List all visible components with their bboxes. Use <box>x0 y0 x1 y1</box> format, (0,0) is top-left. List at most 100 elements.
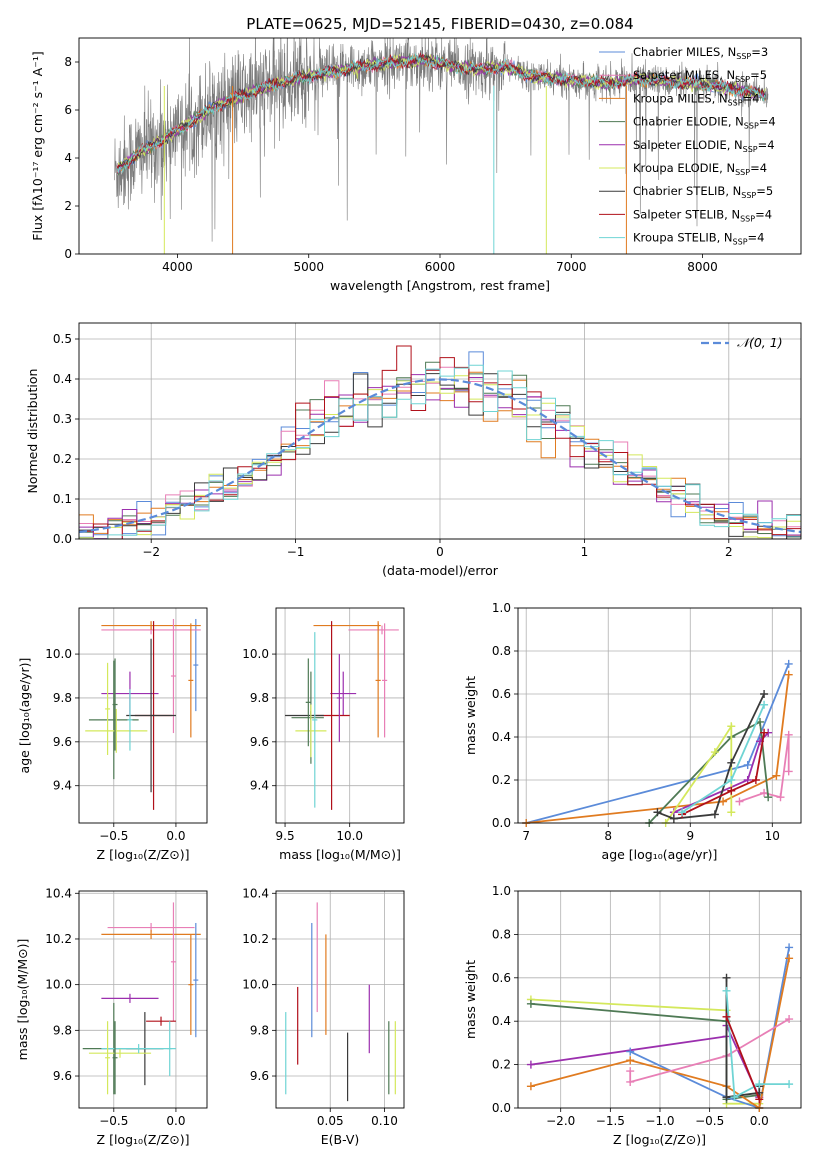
legend-tail: =3 <box>751 45 768 59</box>
weight-marker <box>784 670 793 679</box>
weight-marker <box>719 797 728 806</box>
weight-marker <box>760 690 769 698</box>
normal-curve <box>79 378 801 534</box>
weight-marker <box>776 793 785 802</box>
weight-line <box>725 1016 761 1100</box>
y-tick-label: 10.0 <box>45 978 72 992</box>
x-tick-label: 0.0 <box>166 1114 185 1128</box>
y-tick-label: 0.0 <box>53 532 72 546</box>
axes-frame <box>517 607 802 824</box>
weight-marker <box>727 808 736 817</box>
y-tick-label: 10.2 <box>45 932 72 946</box>
histogram-kroupa-elodie <box>79 375 801 539</box>
x-axis-label: Z [log₁₀(Z/Z⊙)] <box>613 1132 706 1147</box>
errorbar-point <box>170 618 176 734</box>
errorbar-point <box>127 689 133 751</box>
y-tick-label: 9.8 <box>250 1023 269 1037</box>
errorbar-point <box>88 1048 152 1058</box>
weight-marker <box>772 771 781 780</box>
spectrum-lines <box>114 38 769 254</box>
axes-frame <box>78 322 802 540</box>
axes-frame <box>275 607 405 824</box>
weight-marker <box>784 767 793 776</box>
y-axis-label: age [log₁₀(age/yr)] <box>17 658 32 774</box>
x-tick-label: −2.0 <box>546 1114 575 1128</box>
x-tick-label: 0.0 <box>750 1114 769 1128</box>
y-tick-label: 0.4 <box>53 372 72 386</box>
residuals-panel: −2 −1 0 1 2 0.0 0.1 0.2 0.3 0.4 0.5 𝒩(0, 1) (data-mo… <box>25 322 802 578</box>
legend-sub: SSP <box>733 238 748 247</box>
legend-text: Kroupa MILES, N <box>633 91 728 105</box>
x-tick-label: 8 <box>604 829 612 843</box>
weight-line <box>530 998 760 1105</box>
errorbar-point <box>313 621 381 630</box>
spectrum-panel: 4000 5000 6000 7000 8000 0 2 4 6 8 Chabrier MILES,… <box>30 15 802 293</box>
histograms <box>79 345 801 539</box>
weight-marker <box>727 758 736 767</box>
x-tick-label: 6000 <box>425 260 456 274</box>
weight-series <box>661 722 736 827</box>
y-tick-label: 8 <box>64 55 72 69</box>
weight-line <box>525 663 790 824</box>
x-axis-label: wavelength [Angstrom, rest frame] <box>330 278 550 293</box>
legend-text: Salpeter STELIB, N <box>633 207 740 221</box>
y-tick-label: 10.4 <box>242 886 269 900</box>
errorbar-point <box>193 618 199 712</box>
legend-tail: =4 <box>750 161 767 175</box>
weight-line <box>664 723 733 824</box>
y-axis-label: mass [log₁₀(M/M⊙)] <box>15 939 30 1061</box>
legend-sub: SSP <box>743 145 758 154</box>
weight-line <box>629 1018 790 1084</box>
x-tick-label: −2 <box>142 545 160 559</box>
y-tick-label: 10.4 <box>45 886 72 900</box>
y-tick-label: 9.6 <box>250 1069 269 1083</box>
axes-frame <box>78 37 802 255</box>
y-tick-label: 10.0 <box>45 647 72 661</box>
x-tick-label: 9.5 <box>276 829 295 843</box>
x-tick-label: 1 <box>581 545 589 559</box>
x-tick-label: −0.5 <box>99 829 128 843</box>
errorbar-point <box>170 902 176 1022</box>
x-tick-label: −1 <box>287 545 305 559</box>
x-tick-label: −1.0 <box>645 1114 674 1128</box>
legend-tail: =5 <box>756 184 773 198</box>
model-spectrum <box>116 53 766 171</box>
y-axis-label: mass weight <box>463 960 478 1039</box>
x-tick-label: 2 <box>725 545 733 559</box>
weight-series <box>645 717 773 827</box>
errorbar-point <box>101 621 201 630</box>
weight-series <box>678 700 769 817</box>
weight-vs-z-panel: −2.0 −1.5 −1.0 −0.5 0.0 0.0 0.2 0.4 0.6 0.8 1.0 Z [… <box>463 884 802 1147</box>
legend-tail: =4 <box>759 115 776 129</box>
weight-marker <box>730 1093 739 1102</box>
errorbar-point <box>105 662 111 755</box>
weight-marker <box>760 788 769 797</box>
weight-series <box>735 730 793 806</box>
weight-marker <box>764 793 773 802</box>
errorbar-point <box>193 922 199 1038</box>
errorbar-point <box>112 658 118 751</box>
weight-marker <box>626 1067 635 1076</box>
legend-text: Salpeter ELODIE, N <box>633 138 743 152</box>
legend-sub: SSP <box>740 214 755 223</box>
x-tick-label: 7 <box>522 829 530 843</box>
model-spectrum <box>116 54 766 174</box>
legend-text: Salpeter MILES, N <box>633 68 735 82</box>
y-tick-label: 1.0 <box>492 884 511 898</box>
weight-marker <box>785 954 794 963</box>
x-tick-label: 8000 <box>687 260 718 274</box>
axes-frame <box>78 607 208 824</box>
legend-text: Chabrier STELIB, N <box>633 184 741 198</box>
errorbar-point <box>101 993 159 1003</box>
x-tick-label: −0.5 <box>99 1114 128 1128</box>
weight-marker <box>785 1080 794 1089</box>
legend-sub: SSP <box>736 52 751 61</box>
weight-line <box>681 732 765 816</box>
x-tick-label: 0.0 <box>166 829 185 843</box>
y-tick-label: 10.0 <box>242 978 269 992</box>
x-tick-label: −0.5 <box>695 1114 724 1128</box>
errorbar-point <box>336 654 342 742</box>
weight-marker <box>526 1060 535 1069</box>
mass-vs-z-panel: −0.5 0.0 9.6 9.8 10.0 10.2 10.4 Z [log₁₀(Z/Z⊙)]… <box>15 886 208 1147</box>
errorbar-point <box>348 625 399 635</box>
